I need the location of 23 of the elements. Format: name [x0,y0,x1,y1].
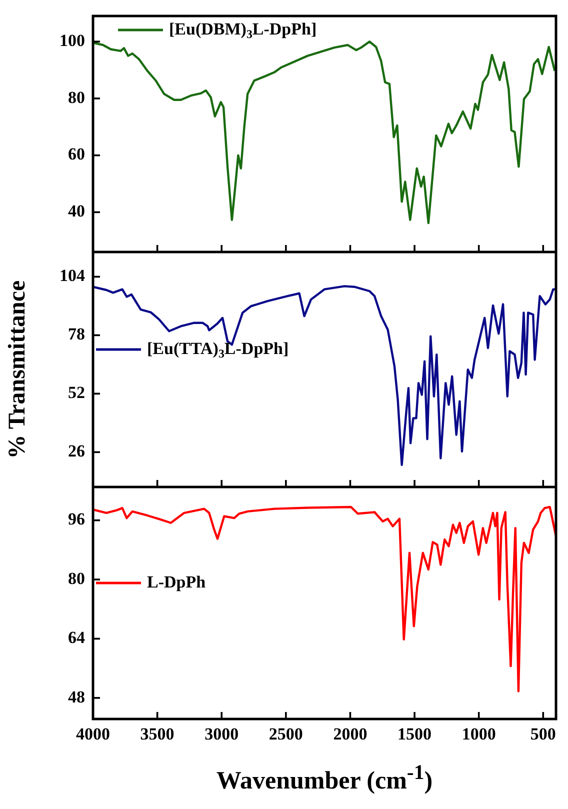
y-tick-label: 64 [68,628,86,648]
y-tick-label: 104 [60,266,86,286]
y-tick-label: 100 [60,30,85,50]
x-tick-label: 2000 [333,724,368,744]
y-tick-label: 40 [68,202,85,221]
y-tick-label: 80 [68,88,85,107]
x-tick-label: 3500 [140,724,174,744]
x-tick-label: 2500 [268,724,303,744]
y-tick-label: 48 [68,687,85,706]
x-tick-label: 1500 [398,724,432,744]
legend-label: L-DpPh [147,572,206,592]
x-tick-label: 3000 [204,724,239,744]
y-tick-label: 60 [68,144,85,164]
y-tick-label: 26 [68,442,85,461]
y-tick-label: 52 [68,383,85,402]
y-tick-label: 80 [68,568,85,588]
x-tick-label: 500 [530,724,556,744]
y-tick-label: 96 [68,510,85,529]
y-axis-title: % Transmittance [4,280,31,459]
x-tick-label: 4000 [76,724,110,744]
x-axis-title: Wavenumber (cm$^{-1}$) [215,760,434,796]
x-tick-label: 1000 [462,724,496,744]
y-tick-label: 78 [68,324,85,344]
